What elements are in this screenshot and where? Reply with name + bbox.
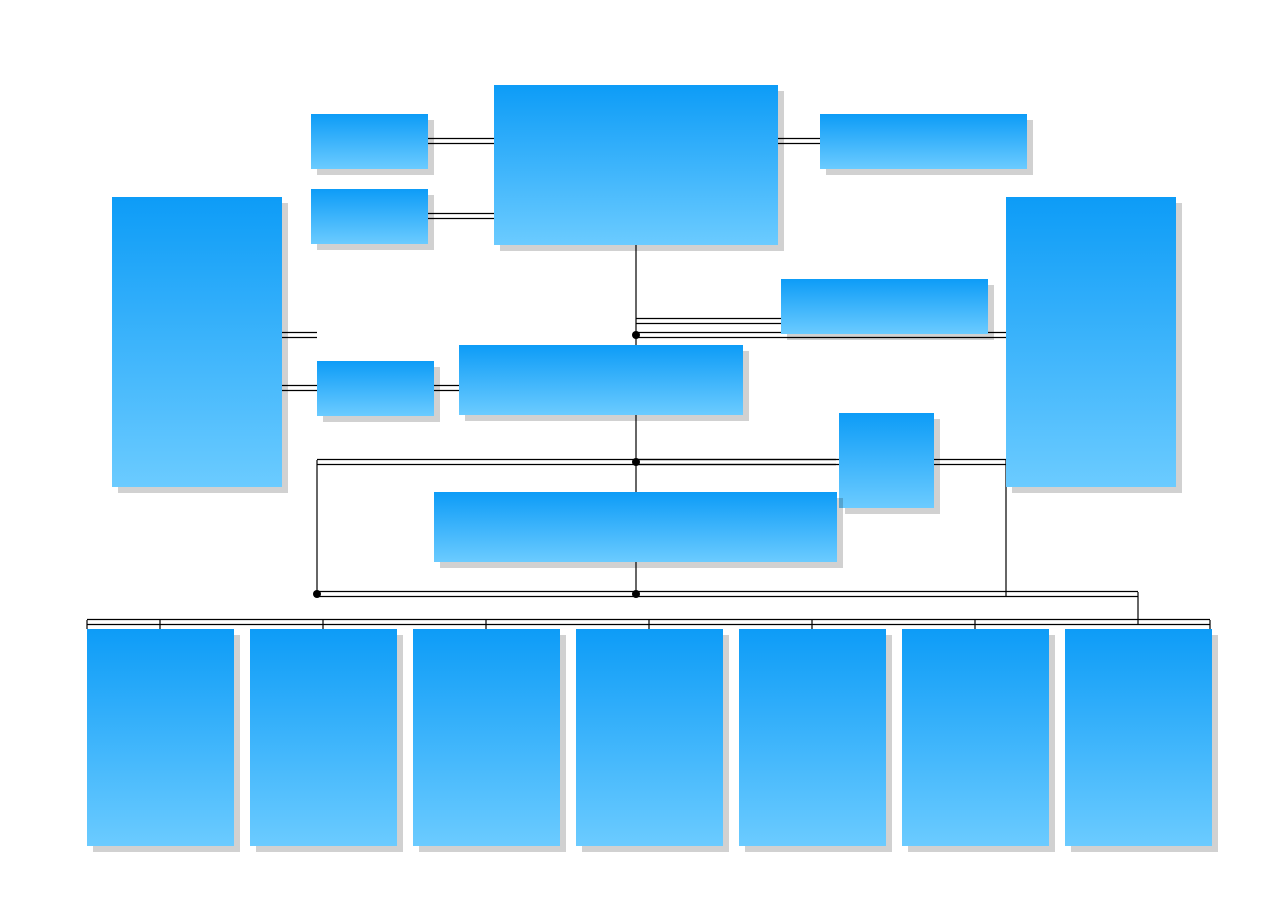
node-box (1065, 629, 1212, 846)
node-box (902, 629, 1049, 846)
node-box (112, 197, 282, 487)
edge-junction (632, 458, 640, 466)
node-box (311, 189, 428, 244)
node-leaf-6 (902, 629, 1049, 846)
node-left-tall (112, 197, 282, 487)
node-box (576, 629, 723, 846)
node-mid-square (839, 413, 934, 508)
edge-junction (632, 590, 640, 598)
node-top-main (494, 85, 778, 245)
org-chart-canvas (0, 0, 1280, 904)
node-leaf-4 (576, 629, 723, 846)
node-mid-right-bar (781, 279, 988, 334)
node-box (781, 279, 988, 334)
node-box (317, 361, 434, 416)
node-leaf-5 (739, 629, 886, 846)
node-box (413, 629, 560, 846)
node-box (87, 629, 234, 846)
edge-junction (313, 590, 321, 598)
edge-junction (632, 331, 640, 339)
node-top-small-2 (311, 189, 428, 244)
node-top-right-bar (820, 114, 1027, 169)
node-leaf-1 (87, 629, 234, 846)
node-box (839, 413, 934, 508)
node-box (494, 85, 778, 245)
node-lower-main (434, 492, 837, 562)
node-box (250, 629, 397, 846)
node-leaf-2 (250, 629, 397, 846)
node-box (820, 114, 1027, 169)
node-right-tall (1006, 197, 1176, 487)
node-box (739, 629, 886, 846)
node-box (311, 114, 428, 169)
node-box (459, 345, 743, 415)
node-mid-small (317, 361, 434, 416)
node-leaf-7 (1065, 629, 1212, 846)
node-box (434, 492, 837, 562)
node-leaf-3 (413, 629, 560, 846)
node-top-small-1 (311, 114, 428, 169)
node-box (1006, 197, 1176, 487)
node-mid-main (459, 345, 743, 415)
